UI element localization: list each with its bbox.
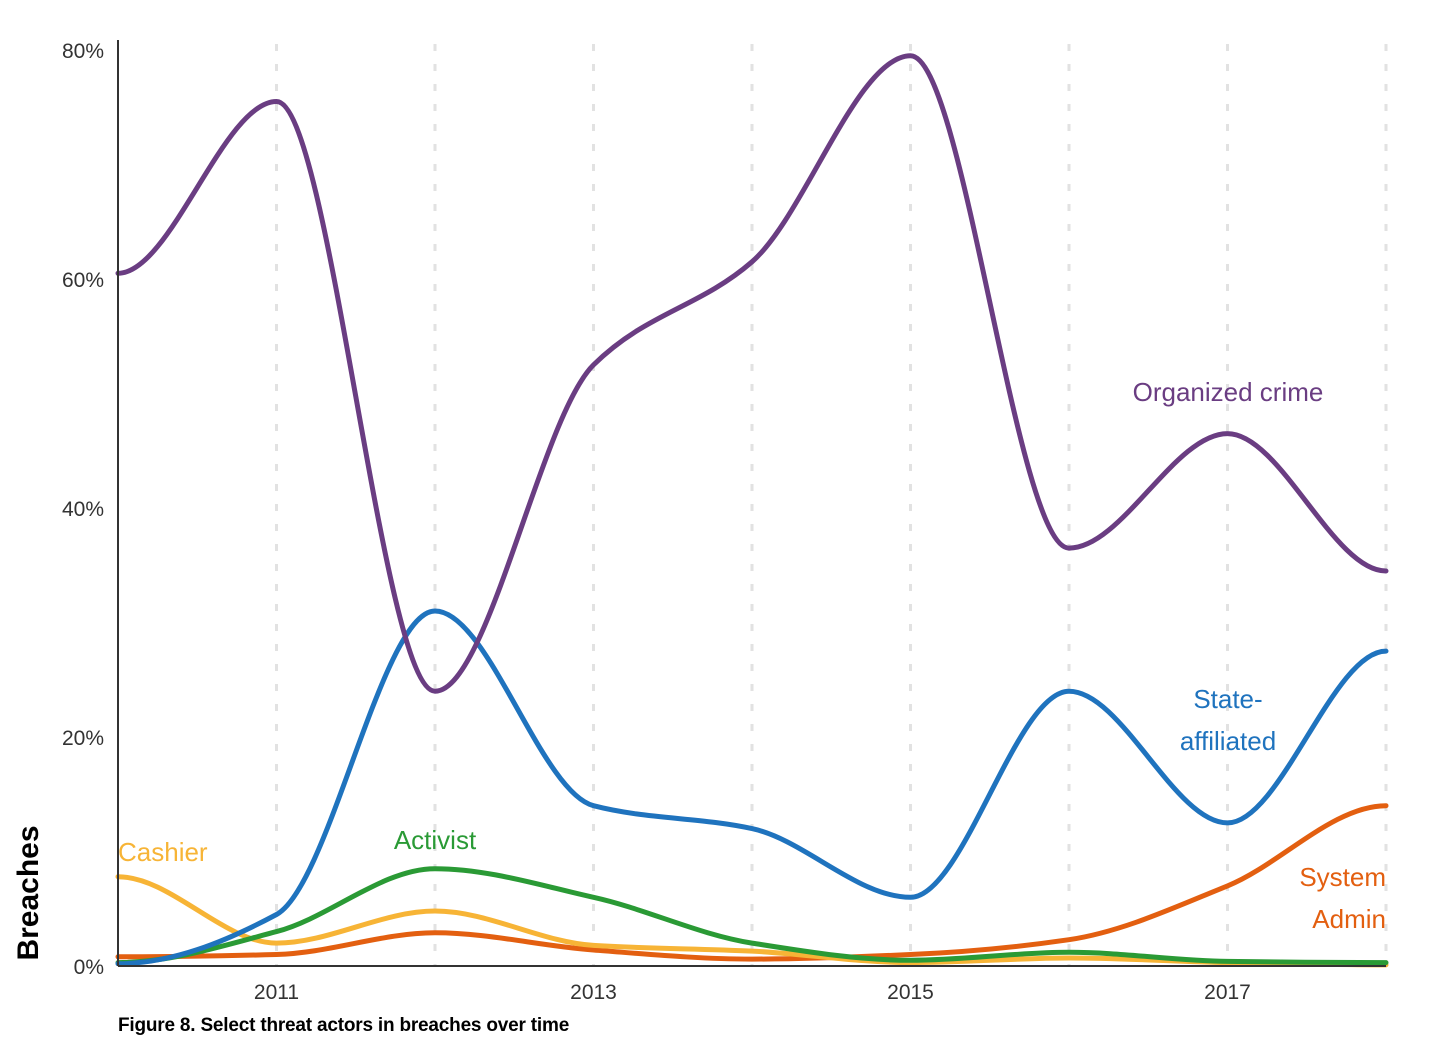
series-line-organized-crime <box>115 53 1389 694</box>
x-tick-label: 2017 <box>1204 981 1251 1000</box>
series-labels: Organized crime State-affiliated Activist C… <box>118 377 1386 934</box>
series-label-system-admin: System <box>1299 862 1386 892</box>
y-tick-label: 20% <box>62 727 104 750</box>
figure-caption: Figure 8. Select threat actors in breach… <box>118 1015 570 1036</box>
gridlines <box>275 44 1388 966</box>
x-tick-label: 2013 <box>570 981 617 1000</box>
y-tick-label: 80% <box>62 40 104 63</box>
series-line-activist <box>115 866 1389 966</box>
y-tick-label: 60% <box>62 269 104 292</box>
line-chart: 0% 20% 40% 60% 80% 2011 2013 2015 2017 Organize… <box>12 40 1389 1000</box>
series-line-system-admin <box>115 803 1389 962</box>
series-label-state-affiliated: State- <box>1193 684 1262 714</box>
x-tick-label: 2015 <box>887 981 934 1000</box>
series-label-system-admin: Admin <box>1312 904 1386 934</box>
series-line-state-affiliated <box>115 608 1389 967</box>
x-tick-label: 2011 <box>254 981 299 1000</box>
series-label-organized-crime: Organized crime <box>1133 377 1324 407</box>
series-label-cashier: Cashier <box>118 837 208 867</box>
series-lines <box>115 53 1389 968</box>
series-label-state-affiliated: affiliated <box>1180 726 1276 756</box>
y-axis-ticks: 0% 20% 40% 60% 80% <box>62 40 104 979</box>
series-label-activist: Activist <box>394 825 477 855</box>
y-tick-label: 0% <box>74 956 104 979</box>
y-tick-label: 40% <box>62 498 104 521</box>
x-axis-ticks: 2011 2013 2015 2017 <box>254 981 1251 1000</box>
y-axis-label: Breaches <box>12 825 45 960</box>
